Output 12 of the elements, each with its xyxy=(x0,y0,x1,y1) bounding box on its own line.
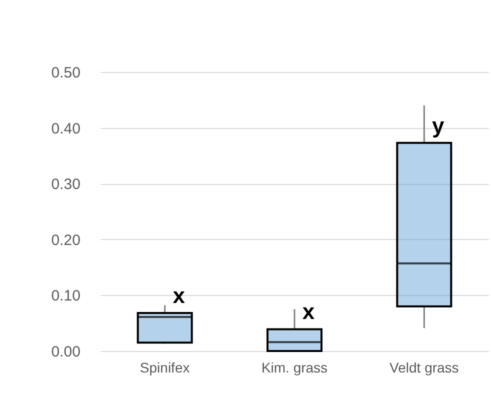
y-tick-label: 0.20 xyxy=(51,232,80,249)
y-tick-label: 0.10 xyxy=(51,288,80,305)
annotation: x xyxy=(172,283,186,308)
x-tick-label: Spinifex xyxy=(140,360,190,376)
y-tick-label: 0.30 xyxy=(51,176,80,194)
x-tick-label: Veldt grass xyxy=(390,360,459,376)
x-tick-label: Kim. grass xyxy=(261,360,328,376)
y-tick-label: 0.40 xyxy=(51,120,80,138)
annotation: y xyxy=(432,112,446,138)
y-tick-label: 0.50 xyxy=(51,64,80,82)
y-tick-label: 0.00 xyxy=(51,344,80,360)
annotation: x xyxy=(302,299,316,324)
